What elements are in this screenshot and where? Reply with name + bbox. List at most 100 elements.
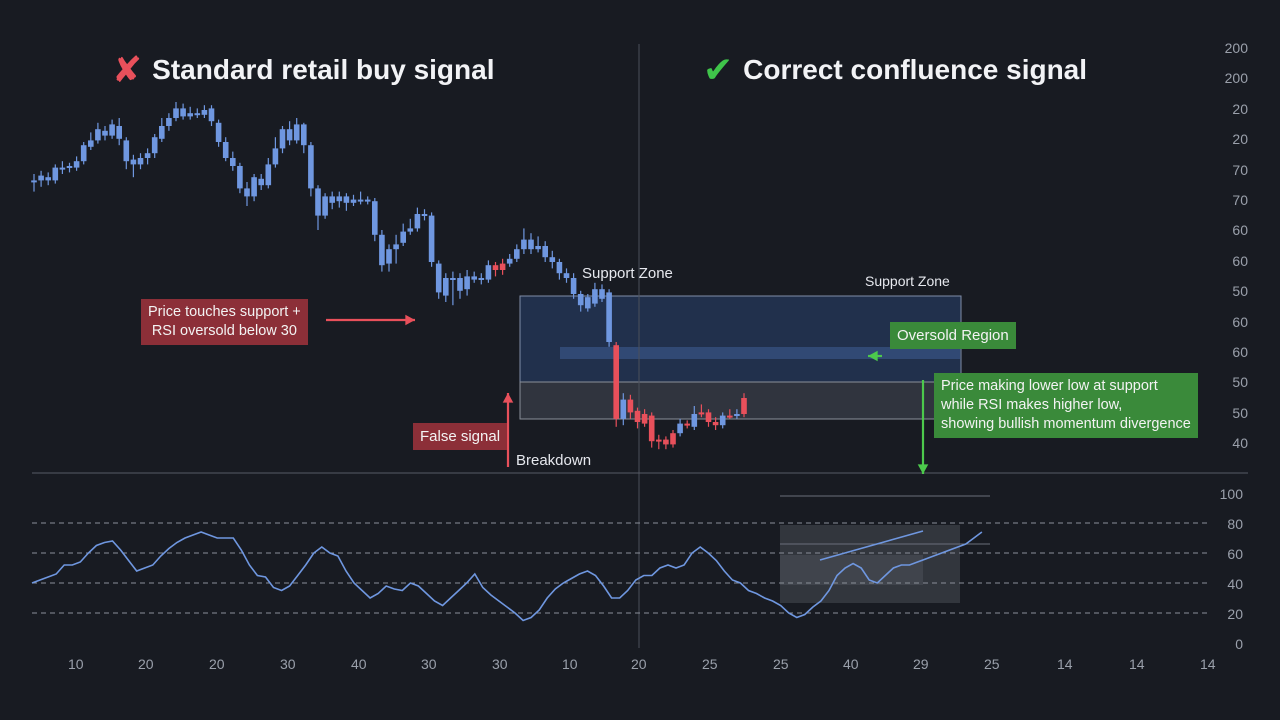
candle-body-38 [301, 124, 307, 146]
candle-body-47 [364, 199, 371, 202]
candle-body-42 [329, 196, 335, 203]
oversold-region-label: Oversold Region [890, 322, 1016, 349]
candle-body-7 [80, 145, 87, 162]
candle-body-93 [691, 414, 698, 427]
candle-body-74 [556, 262, 563, 274]
candle-body-81 [606, 292, 612, 342]
candle-body-18 [159, 126, 165, 139]
divergence-line-3: showing bullish momentum divergence [941, 416, 1191, 432]
candle-body-67 [506, 258, 513, 264]
price-tick-label: 60 [1232, 222, 1248, 239]
candle-body-49 [379, 234, 385, 266]
candle-body-98 [727, 415, 733, 418]
red-x-icon: ✘ [112, 49, 143, 90]
candle-body-45 [350, 199, 357, 203]
candle-body-53 [407, 228, 414, 232]
candle-body-29 [237, 166, 243, 189]
candle-body-46 [357, 199, 364, 202]
candle-body-37 [293, 124, 300, 141]
candle-body-87 [648, 415, 655, 442]
candle-body-43 [336, 196, 343, 202]
support-zone-label-left: Support Zone [582, 265, 673, 282]
arrow-price-touch-head [405, 314, 415, 326]
left-heading-text: Standard retail buy signal [152, 54, 495, 85]
x-tick-label: 10 [562, 656, 578, 672]
candle-body-26 [215, 122, 222, 142]
x-tick-label: 14 [1200, 656, 1216, 672]
candle-body-86 [641, 414, 648, 424]
candle-body-82 [613, 345, 619, 419]
price-tick-label: 50 [1232, 283, 1248, 300]
candle-body-41 [322, 196, 328, 216]
candle-body-78 [585, 297, 591, 309]
support-zone-blue [519, 295, 962, 383]
price-tick-label: 20 [1232, 100, 1248, 117]
candle-body-52 [400, 231, 406, 243]
candle-body-80 [599, 289, 605, 299]
rsi-tick-label: 20 [1227, 606, 1243, 622]
rsi-tick-label: 0 [1235, 636, 1243, 652]
candle-body-20 [173, 108, 179, 118]
rsi-tick-label: 40 [1227, 576, 1243, 592]
candle-body-64 [485, 265, 492, 280]
candle-body-51 [393, 244, 399, 250]
candle-body-99 [734, 414, 740, 416]
x-tick-label: 20 [209, 656, 225, 672]
candle-body-83 [620, 399, 627, 419]
rsi-tick-label: 60 [1227, 546, 1243, 562]
candle-body-65 [492, 265, 499, 270]
rsi-line [31, 531, 983, 622]
x-tick-label: 40 [843, 656, 859, 672]
right-heading: ✔ Correct confluence signal [703, 52, 1087, 88]
left-heading: ✘ Standard retail buy signal [112, 52, 494, 88]
candle-body-56 [428, 215, 435, 262]
price-tick-label: 60 [1232, 344, 1248, 360]
x-tick-label: 14 [1057, 656, 1073, 672]
candle-body-22 [187, 113, 193, 117]
candle-body-54 [414, 214, 421, 229]
x-tick-label: 30 [280, 656, 296, 672]
candle-body-27 [222, 142, 229, 158]
divergence-line-2: while RSI makes higher low, [941, 397, 1123, 413]
candle-body-31 [251, 177, 257, 197]
candle-body-61 [464, 276, 470, 290]
price-tick-label: 60 [1232, 313, 1248, 330]
price-touch-line-1: Price touches support + [148, 304, 301, 320]
candle-body-35 [279, 129, 286, 149]
x-tick-label: 30 [421, 656, 437, 672]
candle-body-60 [457, 278, 463, 291]
candle-body-70 [528, 239, 534, 250]
right-heading-text: Correct confluence signal [743, 54, 1088, 85]
candle-body-73 [549, 257, 556, 262]
candle-body-13 [123, 140, 130, 162]
candle-body-77 [577, 294, 584, 306]
candle-body-58 [443, 278, 449, 296]
candle-body-2 [45, 177, 51, 181]
candle-body-96 [712, 422, 719, 426]
candle-body-100 [741, 398, 747, 414]
candle-body-72 [542, 246, 548, 258]
support-zone-label-right: Support Zone [865, 273, 950, 289]
candle-body-32 [258, 178, 264, 186]
candle-body-90 [670, 433, 676, 445]
divergence-line-1: Price making lower low at support [941, 378, 1158, 394]
x-tick-label: 20 [631, 656, 647, 672]
candle-body-25 [208, 108, 215, 122]
price-tick-label: 40 [1232, 435, 1248, 452]
candle-body-84 [627, 399, 634, 413]
candle-body-12 [116, 126, 122, 139]
rsi-inner-box [780, 555, 923, 585]
false-signal-label: False signal [413, 423, 508, 450]
candle-body-4 [59, 167, 66, 170]
arrow-oversold-head [868, 350, 878, 362]
x-tick-label: 20 [138, 656, 154, 672]
price-touch-label: Price touches support + RSI oversold bel… [141, 299, 308, 345]
candle-body-16 [144, 153, 151, 158]
candle-body-23 [194, 113, 201, 116]
x-tick-label: 10 [68, 656, 84, 672]
candle-body-24 [201, 110, 208, 115]
candle-body-85 [634, 410, 641, 422]
candle-body-21 [180, 108, 186, 117]
candle-body-0 [31, 180, 37, 183]
candle-body-15 [137, 158, 144, 165]
